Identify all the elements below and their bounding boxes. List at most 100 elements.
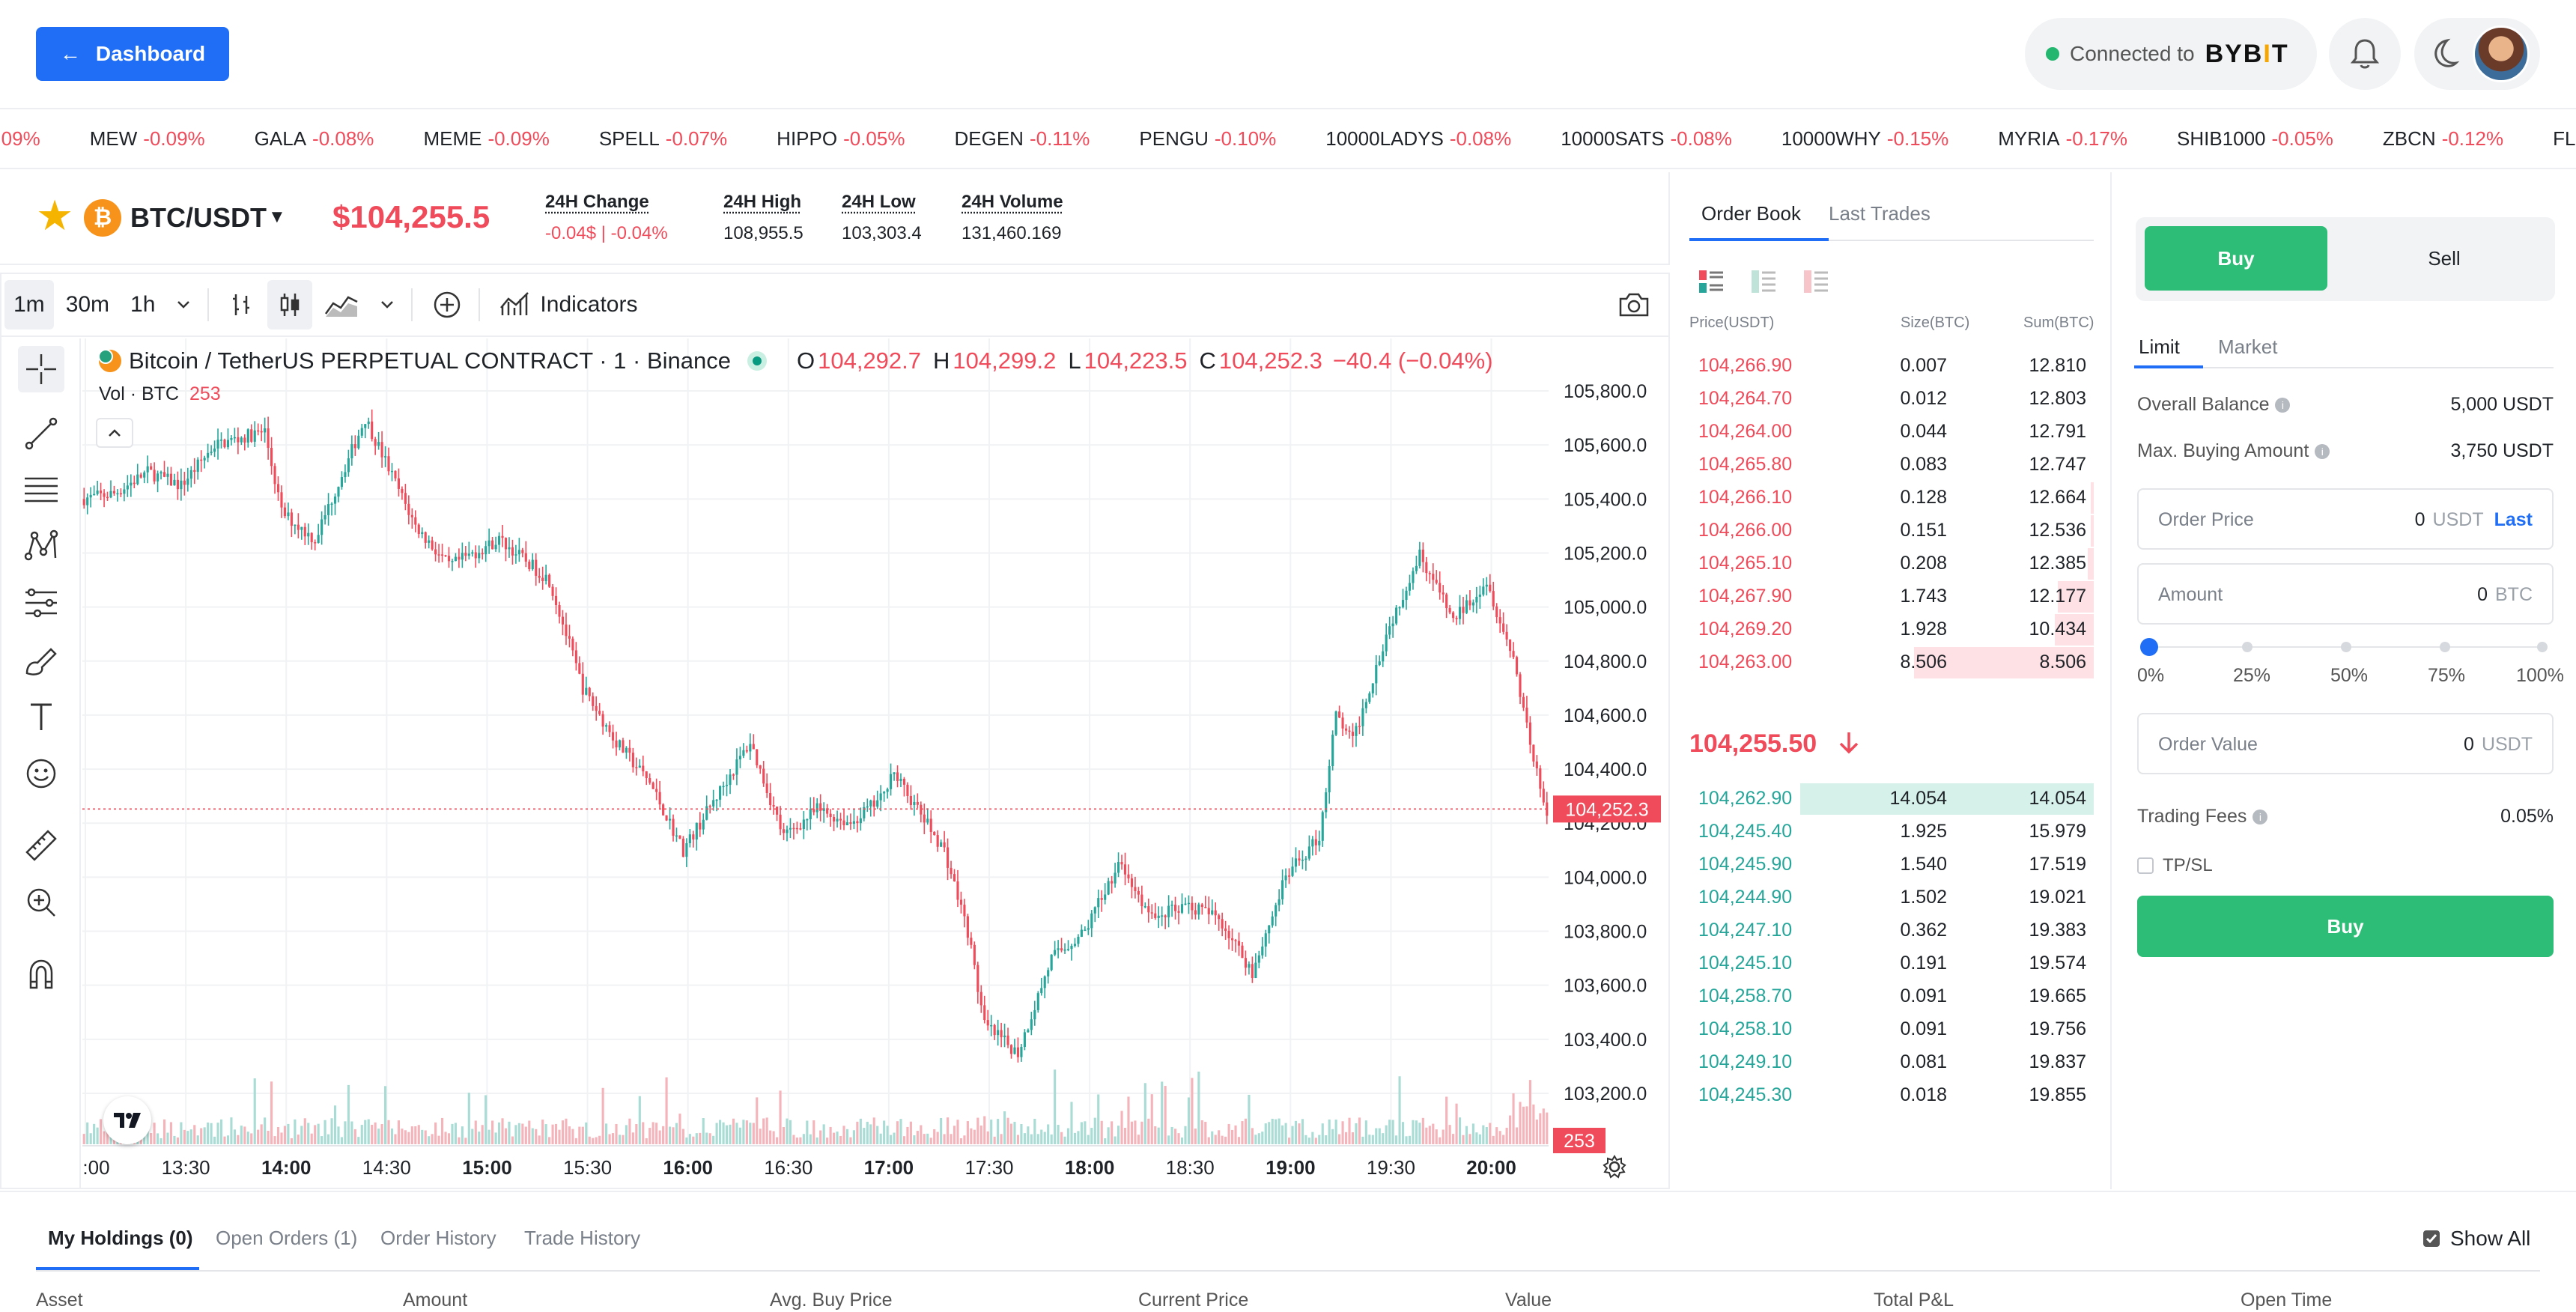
ask-row[interactable]: 104,264.00 0.044 12.791 (1689, 413, 2094, 449)
bid-row[interactable]: 104,244.90 1.502 19.021 (1689, 879, 2094, 915)
bid-row[interactable]: 104,247.10 0.362 19.383 (1689, 912, 2094, 948)
slider-stop[interactable] (2341, 642, 2351, 652)
ask-row[interactable]: 104,269.20 1.928 10.434 (1689, 611, 2094, 647)
interval-30m[interactable]: 30m (65, 292, 110, 317)
ticker-item[interactable]: 0.09% (0, 127, 40, 151)
buy-button[interactable]: Buy (2137, 896, 2554, 957)
bid-row[interactable]: 104,245.30 0.018 19.855 (1689, 1077, 2094, 1113)
tab-my-holdings[interactable]: My Holdings (0) (48, 1227, 193, 1249)
sell-tab[interactable]: Sell (2428, 246, 2461, 270)
book-view-bids-icon[interactable] (1751, 270, 1776, 294)
crosshair-icon[interactable] (18, 346, 64, 392)
info-icon[interactable]: i (2315, 444, 2330, 460)
pct-50[interactable]: 50% (2330, 665, 2369, 686)
text-tool-icon[interactable] (18, 693, 64, 740)
ticker-item[interactable]: 10000SATS -0.08% (1561, 127, 1732, 151)
ticker-item[interactable]: 10000LADYS -0.08% (1325, 127, 1511, 151)
slider-stop[interactable] (2440, 642, 2450, 652)
show-all-checkbox[interactable] (2423, 1230, 2440, 1247)
info-icon[interactable]: i (2253, 810, 2268, 825)
ticker-item[interactable]: MEW -0.09% (90, 127, 205, 151)
ruler-icon[interactable] (18, 822, 64, 869)
ask-row[interactable]: 104,267.90 1.743 12.177 (1689, 578, 2094, 614)
add-compare-icon[interactable] (423, 280, 471, 329)
avatar[interactable] (2473, 25, 2530, 82)
book-view-asks-icon[interactable] (1803, 270, 1829, 294)
slider-thumb[interactable] (2140, 638, 2158, 656)
amount-field[interactable]: Amount 0 BTC (2137, 563, 2554, 625)
order-price-field[interactable]: Order Price 0 USDT Last (2137, 488, 2554, 550)
ticker-item[interactable]: SHIB1000 -0.05% (2177, 127, 2333, 151)
tab-order-book[interactable]: Order Book (1701, 202, 1801, 225)
ticker-item[interactable]: DEGEN -0.11% (954, 127, 1090, 151)
pct-0[interactable]: 0% (2137, 665, 2165, 686)
zoom-in-icon[interactable] (18, 879, 64, 926)
column-amount[interactable]: Amount (403, 1290, 468, 1311)
ticker-item[interactable]: MEME -0.09% (423, 127, 549, 151)
column-total-pnl[interactable]: Total P&L (1874, 1290, 1954, 1311)
ask-row[interactable]: 104,266.00 0.151 12.536 (1689, 512, 2094, 548)
tab-market[interactable]: Market (2218, 335, 2278, 358)
ticker-item[interactable]: 10000WHY -0.15% (1781, 127, 1948, 151)
column-value[interactable]: Value (1505, 1290, 1552, 1311)
candlestick-chart-svg[interactable]: 105,800.0 105,600.0 105,400.0 105,200.0 105,… (61, 338, 1668, 1188)
ticker-item[interactable]: HIPPO -0.05% (777, 127, 905, 151)
ask-row[interactable]: 104,263.00 8.506 8.506 (1689, 644, 2094, 680)
bid-row[interactable]: 104,245.10 0.191 19.574 (1689, 945, 2094, 981)
dashboard-button[interactable]: ← Dashboard (36, 27, 229, 81)
column-current-price[interactable]: Current Price (1138, 1290, 1249, 1311)
bid-row[interactable]: 104,249.10 0.081 19.837 (1689, 1044, 2094, 1080)
ask-row[interactable]: 104,265.10 0.208 12.385 (1689, 545, 2094, 581)
ask-row[interactable]: 104,264.70 0.012 12.803 (1689, 380, 2094, 416)
exchange-connection-pill[interactable]: Connected to BYBIT (2025, 18, 2317, 90)
trend-line-icon[interactable] (18, 410, 64, 457)
ticker-item[interactable]: ZBCN -0.12% (2383, 127, 2503, 151)
ticker-item[interactable]: GALA -0.08% (255, 127, 374, 151)
tradingview-logo[interactable] (103, 1096, 151, 1144)
tpsl-checkbox-row[interactable]: TP/SL (2137, 855, 2213, 876)
ticker-item[interactable]: SPELL -0.07% (599, 127, 727, 151)
tab-order-history[interactable]: Order History (380, 1227, 496, 1249)
column-avg-buy-price[interactable]: Avg. Buy Price (770, 1290, 893, 1311)
magnet-icon[interactable] (18, 951, 64, 997)
profile-area[interactable] (2414, 18, 2540, 90)
fib-retracement-icon[interactable] (18, 466, 64, 512)
caret-down-icon[interactable]: ▼ (268, 207, 286, 227)
moon-icon[interactable] (2425, 36, 2461, 72)
ask-row[interactable]: 104,266.10 0.128 12.664 (1689, 479, 2094, 515)
ask-row[interactable]: 104,265.80 0.083 12.747 (1689, 446, 2094, 482)
amount-slider[interactable] (2140, 638, 2548, 656)
candles-style-icon[interactable] (267, 280, 313, 329)
chart-type-dropdown-icon[interactable] (371, 280, 404, 329)
pct-25[interactable]: 25% (2233, 665, 2271, 686)
bid-row[interactable]: 104,258.10 0.091 19.756 (1689, 1011, 2094, 1047)
collapse-legend-button[interactable] (96, 418, 133, 448)
show-all-toggle[interactable]: Show All (2423, 1227, 2530, 1251)
order-value-field[interactable]: Order Value 0 USDT (2137, 713, 2554, 774)
interval-1m[interactable]: 1m (4, 280, 54, 329)
price-chart[interactable]: 105,800.0 105,600.0 105,400.0 105,200.0 105,… (61, 338, 1668, 1188)
slider-stop[interactable] (2242, 642, 2253, 652)
chart-symbol-title[interactable]: Bitcoin / TetherUS PERPETUAL CONTRACT · … (129, 347, 731, 374)
favorite-star-icon[interactable]: ★ (36, 192, 74, 239)
interval-1h[interactable]: 1h (130, 292, 156, 317)
projection-icon[interactable] (18, 580, 64, 626)
tpsl-checkbox[interactable] (2137, 857, 2154, 874)
slider-stop[interactable] (2537, 642, 2548, 652)
area-style-icon[interactable] (315, 280, 368, 329)
ask-row[interactable]: 104,266.90 0.007 12.810 (1689, 347, 2094, 383)
pattern-icon[interactable] (18, 523, 64, 569)
screenshot-camera-icon[interactable] (1609, 280, 1659, 329)
book-view-both-icon[interactable] (1698, 270, 1724, 294)
bid-row[interactable]: 104,245.40 1.925 15.979 (1689, 813, 2094, 849)
pct-100[interactable]: 100% (2516, 665, 2564, 686)
ticker-item[interactable]: MYRIA -0.17% (1998, 127, 2127, 151)
indicators-button[interactable]: Indicators (490, 280, 646, 329)
emoji-icon[interactable] (18, 750, 64, 797)
pair-selector[interactable]: BTC/USDT (130, 202, 267, 233)
brush-icon[interactable] (18, 637, 64, 683)
tab-limit[interactable]: Limit (2139, 335, 2180, 358)
last-price-link[interactable]: Last (2494, 509, 2533, 530)
ticker-item[interactable]: FLOC (2553, 127, 2576, 151)
bid-row[interactable]: 104,262.90 14.054 14.054 (1689, 780, 2094, 816)
